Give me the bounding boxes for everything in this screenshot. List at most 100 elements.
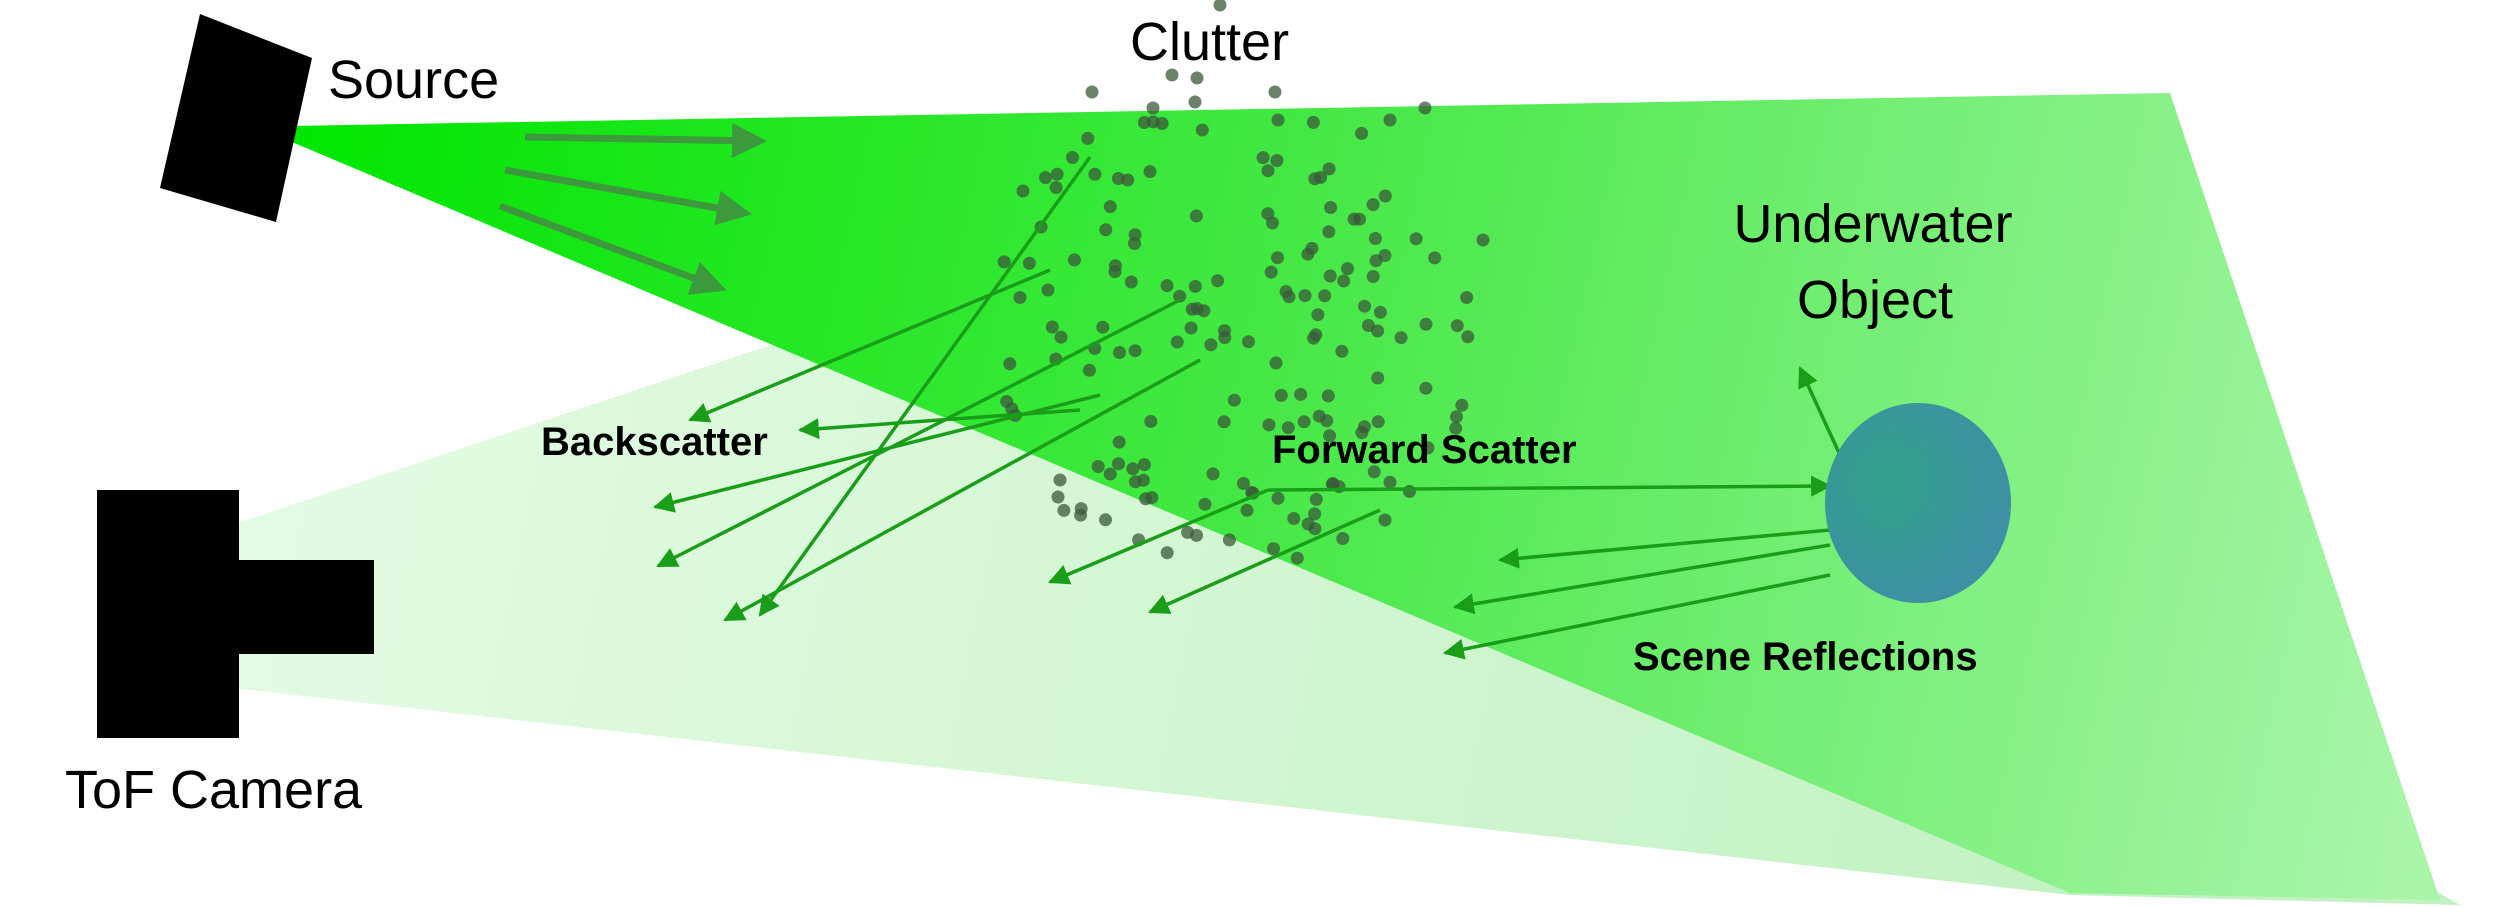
clutter-particle — [1271, 251, 1284, 265]
clutter-particle — [1268, 85, 1282, 99]
clutter-particle — [1309, 492, 1323, 506]
clutter-particle — [1461, 330, 1475, 344]
clutter-particle — [1112, 457, 1125, 471]
scatter-arrow — [1442, 573, 1831, 660]
clutter-particle — [1261, 207, 1275, 221]
clutter-particle — [1367, 465, 1381, 479]
clutter-particle — [1337, 274, 1351, 288]
clutter-particle — [1145, 491, 1159, 505]
clutter-particle — [1378, 189, 1392, 203]
scene-reflections-label: Scene Reflections — [1633, 635, 1978, 679]
clutter-particle — [1321, 389, 1335, 403]
clutter-particle — [1450, 319, 1464, 333]
clutter-particle — [1099, 513, 1112, 527]
scatter-arrow — [723, 358, 1201, 622]
backscatter-label: Backscatter — [541, 420, 768, 464]
light-beam — [292, 93, 2440, 900]
clutter-particle — [1341, 262, 1354, 276]
clutter-particle — [1281, 421, 1295, 435]
clutter-particle — [1050, 167, 1064, 181]
clutter-particle — [1082, 363, 1096, 377]
clutter-particle — [1022, 256, 1036, 270]
clutter-particle — [1240, 503, 1254, 517]
clutter-particle — [1165, 68, 1179, 82]
clutter-label: Clutter — [1130, 12, 1289, 72]
clutter-particle — [1137, 458, 1151, 472]
clutter-particle — [1322, 162, 1336, 176]
clutter-particle — [1211, 274, 1225, 288]
clutter-particle — [1067, 253, 1081, 267]
clutter-particle — [1308, 507, 1322, 521]
clutter-particle — [1121, 173, 1135, 187]
clutter-particle — [1373, 305, 1387, 319]
clutter-particle — [1269, 356, 1283, 370]
clutter-particle — [1403, 484, 1416, 498]
scatter-arrow — [1798, 366, 1842, 456]
scatter-arrow — [797, 408, 1081, 440]
clutter-particle — [1041, 283, 1055, 297]
clutter-particle — [1128, 344, 1142, 358]
clutter-particle — [1311, 308, 1325, 322]
clutter-particle — [1421, 441, 1435, 455]
clutter-particle — [1146, 101, 1160, 115]
clutter-particle — [1103, 200, 1117, 214]
scatter-arrow — [688, 268, 1051, 423]
clutter-particle — [1308, 522, 1322, 536]
clutter-particle — [1074, 508, 1088, 522]
clutter-particle — [1419, 381, 1433, 395]
clutter-particle — [1099, 223, 1113, 237]
clutter-particle — [1003, 357, 1017, 371]
clutter-particle — [1394, 331, 1408, 345]
clutter-particle — [1045, 320, 1059, 334]
clutter-particle — [1307, 331, 1321, 345]
clutter-particle — [1188, 279, 1202, 293]
clutter-particle — [1222, 533, 1236, 547]
clutter-particle — [1282, 290, 1296, 304]
clutter-particle — [1088, 167, 1102, 181]
clutter-particle — [1358, 420, 1371, 434]
clutter-particle — [1297, 415, 1311, 429]
clutter-particle — [1335, 344, 1349, 358]
clutter-particle — [1160, 546, 1174, 560]
clutter-particles — [997, 0, 1490, 565]
object-label-line1: Underwater — [1733, 194, 2012, 254]
scatter-arrows — [652, 155, 1842, 660]
clutter-particle — [1361, 319, 1375, 332]
clutter-particle — [1146, 115, 1160, 129]
clutter-particle — [1198, 497, 1212, 511]
clutter-particle — [1418, 101, 1432, 115]
scatter-arrow — [1148, 508, 1381, 614]
clutter-particle — [1323, 429, 1337, 443]
clutter-particle — [1323, 269, 1337, 283]
clutter-particle — [1103, 467, 1117, 481]
clutter-particle — [1371, 415, 1385, 429]
clutter-particle — [1160, 279, 1174, 293]
clutter-particle — [1318, 289, 1332, 303]
clutter-particle — [1124, 275, 1138, 289]
clutter-particle — [1428, 251, 1442, 265]
clutter-particle — [1091, 460, 1105, 473]
clutter-particle — [1051, 490, 1065, 504]
clutter-particle — [1173, 289, 1187, 303]
clutter-particle — [1294, 387, 1308, 401]
scatter-arrow — [758, 155, 1092, 617]
clutter-particle — [1322, 225, 1336, 239]
scatter-arrow — [1267, 475, 1833, 497]
clutter-particle — [1054, 330, 1068, 344]
clutter-particle — [1143, 165, 1157, 179]
underwater-object — [1825, 403, 2011, 603]
scatter-arrow — [1452, 543, 1831, 615]
clutter-particle — [1271, 113, 1285, 127]
clutter-particle — [1081, 131, 1095, 145]
clutter-particle — [1368, 232, 1382, 245]
clutter-particle — [1366, 198, 1380, 212]
clutter-particle — [1450, 410, 1463, 424]
clutter-particle — [1476, 233, 1490, 247]
clutter-particle — [1039, 171, 1052, 185]
clutter-particle — [1419, 317, 1433, 331]
clutter-particle — [1227, 393, 1241, 407]
clutter-particle — [1190, 71, 1204, 85]
clutter-particle — [1353, 212, 1367, 226]
clutter-particle — [1016, 184, 1030, 198]
